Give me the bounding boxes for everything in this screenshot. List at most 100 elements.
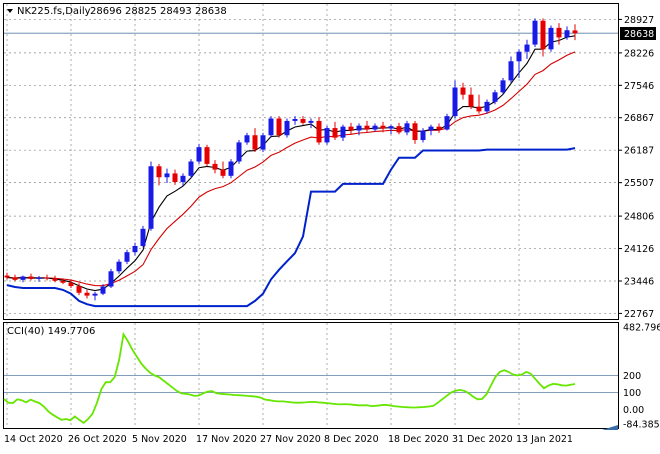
candle-body (52, 278, 58, 281)
cci-tick-label: 482.7966 (623, 323, 660, 334)
candle-body (68, 282, 74, 287)
time-axis: 14 Oct 2020 26 Oct 2020 5 Nov 2020 17 Nov 2… (4, 434, 573, 445)
time-tick-label: 14 Oct 2020 (4, 434, 63, 445)
price-tick-label: 24806 (624, 212, 654, 223)
price-axis: 28927 28226 27546 26867 26187 25507 24806 24126… (618, 15, 654, 320)
candle-body (468, 94, 474, 107)
candle-body (156, 166, 162, 178)
candle-body (380, 125, 386, 129)
cci-line (3, 331, 576, 425)
cci-tick-label: 200 (623, 371, 641, 382)
candle-body (540, 20, 546, 50)
price-tick-label: 25507 (624, 178, 654, 189)
candle-body (276, 118, 282, 136)
candle-body (420, 130, 426, 141)
price-tick-label: 26867 (624, 113, 654, 124)
candle-body (36, 277, 42, 279)
price-tick-label: 23446 (624, 277, 654, 288)
candle-body (452, 87, 458, 117)
price-panel[interactable] (3, 3, 619, 320)
candle-body (292, 119, 298, 121)
candle-body (220, 169, 226, 176)
candle-body (564, 30, 570, 38)
candle-body (460, 87, 466, 95)
cci-series (3, 331, 576, 425)
candle-body (388, 126, 394, 129)
candle-body (548, 27, 554, 50)
candle-body (364, 125, 370, 130)
stop-level-line (6, 147, 576, 308)
price-tick-label: 24126 (624, 244, 654, 255)
candle-body (164, 173, 170, 178)
time-tick-label: 8 Dec 2020 (324, 434, 379, 445)
cci-axis: 482.7966 200 100 0.00 -84.3857 (620, 323, 660, 431)
candle-body (108, 271, 114, 287)
candle-body (324, 128, 330, 143)
candle-body (356, 125, 362, 131)
candle-body (524, 44, 530, 52)
candle-body (12, 277, 18, 280)
time-tick-label: 13 Jan 2021 (516, 434, 573, 445)
candle-body (404, 123, 410, 133)
time-tick-label: 31 Dec 2020 (452, 434, 513, 445)
candle-body (60, 280, 66, 283)
candle-body (124, 252, 130, 262)
candle-body (180, 175, 186, 183)
price-tick-label: 27546 (624, 81, 654, 92)
chevron-down-icon[interactable] (7, 9, 13, 13)
ohlc-readout: 28696 28825 28493 28638 (90, 6, 227, 17)
candle-body (300, 119, 306, 123)
candle-body (148, 166, 154, 229)
time-tick-label: 5 Nov 2020 (132, 434, 187, 445)
candle-body (532, 20, 538, 45)
candle-body (204, 147, 210, 164)
current-price-badge: 28638 (620, 27, 656, 40)
cci-tick-label: 100 (623, 388, 641, 399)
candle-body (316, 120, 322, 143)
candle-body (444, 116, 450, 130)
candle-body (236, 142, 242, 162)
scroll-marker-icon[interactable] (602, 425, 618, 430)
candle-body (284, 120, 290, 136)
candle-body (116, 261, 122, 272)
candle-body (28, 276, 34, 279)
candle-body (500, 80, 506, 93)
candle-body (268, 118, 274, 136)
candle-body (476, 106, 482, 112)
candle-body (396, 126, 402, 133)
candle-body (100, 286, 106, 294)
candle-body (492, 92, 498, 102)
candle-body (436, 126, 442, 130)
candle-body (20, 276, 26, 280)
candle-body (412, 123, 418, 141)
candle-body (92, 293, 98, 296)
candle-body (308, 120, 314, 123)
candle-body (188, 161, 194, 176)
candle-body (132, 245, 138, 253)
candlestick-series (4, 18, 578, 301)
candle-body (4, 275, 10, 278)
current-price-label: 28638 (624, 29, 654, 40)
cci-tick-label: -84.3857 (623, 420, 660, 431)
ema-long-line (6, 51, 576, 287)
price-tick-label: 26187 (624, 146, 654, 157)
candle-body (428, 126, 434, 131)
time-tick-label: 27 Nov 2020 (260, 434, 321, 445)
candle-body (372, 125, 378, 130)
candle-body (340, 126, 346, 138)
candle-body (44, 277, 50, 279)
candle-body (572, 30, 578, 34)
chart-title: NK225.fs,Daily 28696 28825 28493 28638 (7, 6, 227, 17)
candle-body (332, 128, 338, 138)
cci-title: CCI(40) 149.7706 (7, 326, 95, 337)
candle-body (76, 286, 82, 293)
symbol-label: NK225.fs,Daily (17, 6, 91, 17)
candle-body (508, 61, 514, 81)
price-tick-label: 28226 (624, 48, 654, 59)
candle-body (244, 135, 250, 143)
cci-tick-label: 0.00 (623, 405, 644, 416)
candle-body (348, 126, 354, 131)
price-tick-label: 28927 (624, 15, 654, 26)
